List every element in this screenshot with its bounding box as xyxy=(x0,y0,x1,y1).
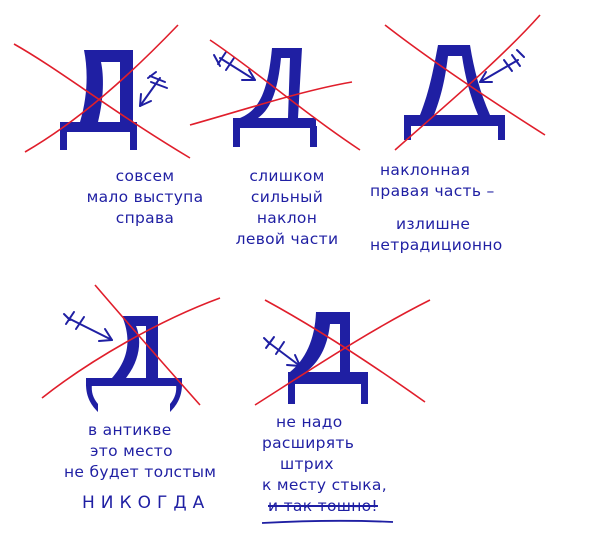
note-5: не надо расширять штрих к месту стыка, и… xyxy=(262,412,462,517)
note-3-line-2: правая часть – xyxy=(370,182,495,200)
note-1: совсем мало выступа справа xyxy=(65,166,225,229)
note-5-line-4: к месту стыка, xyxy=(262,476,387,494)
note-2-line-2: сильный xyxy=(250,188,324,206)
note-5-line-3: штрих xyxy=(280,455,334,473)
cross-out-mark-3 xyxy=(384,14,546,151)
note-1-line-1: совсем xyxy=(115,167,175,185)
note-4-line-1: в антикве xyxy=(88,421,172,439)
strike-through-line xyxy=(261,520,394,524)
note-5-line-2: расширять xyxy=(262,434,355,452)
note-1-line-2: мало выступа xyxy=(86,188,204,206)
note-3: наклонная правая часть – излишне нетради… xyxy=(370,160,580,256)
note-2-line-4: левой части xyxy=(235,230,339,248)
note-2-line-1: слишком xyxy=(249,167,325,185)
pointer-arrow-icon-3 xyxy=(479,49,525,83)
letter-de-sketch-2 xyxy=(233,48,317,147)
note-3-line-3: излишне xyxy=(396,215,471,233)
note-5-line-1: не надо xyxy=(276,413,343,431)
letter-de-sketch-5 xyxy=(288,312,368,404)
cross-out-mark-5 xyxy=(254,299,431,406)
cross-out-mark-4 xyxy=(41,284,221,406)
note-4: в антикве это место не будет толстым НИК… xyxy=(64,420,264,514)
note-4-line-3: не будет толстым xyxy=(64,463,217,481)
letter-de-sketch-3 xyxy=(404,45,505,140)
note-5-line-5: и так тошно! xyxy=(268,497,378,515)
note-3-line-1: наклонная xyxy=(380,161,471,179)
note-3-line-4: нетрадиционно xyxy=(370,236,503,254)
note-4-line-4: НИКОГДА xyxy=(82,493,211,513)
note-4-line-2: это место xyxy=(90,442,173,460)
pointer-arrow-icon-5 xyxy=(263,336,301,367)
pointer-arrow-icon-1 xyxy=(139,71,168,107)
cross-out-mark-1 xyxy=(13,24,191,159)
note-2-line-3: наклон xyxy=(256,209,318,227)
pointer-arrow-icon-4 xyxy=(63,311,113,342)
note-2: слишком сильный наклон левой части xyxy=(222,166,352,250)
note-1-line-3: справа xyxy=(115,209,175,227)
pointer-arrow-icon-2 xyxy=(213,51,256,81)
cross-out-mark-2 xyxy=(189,39,361,151)
